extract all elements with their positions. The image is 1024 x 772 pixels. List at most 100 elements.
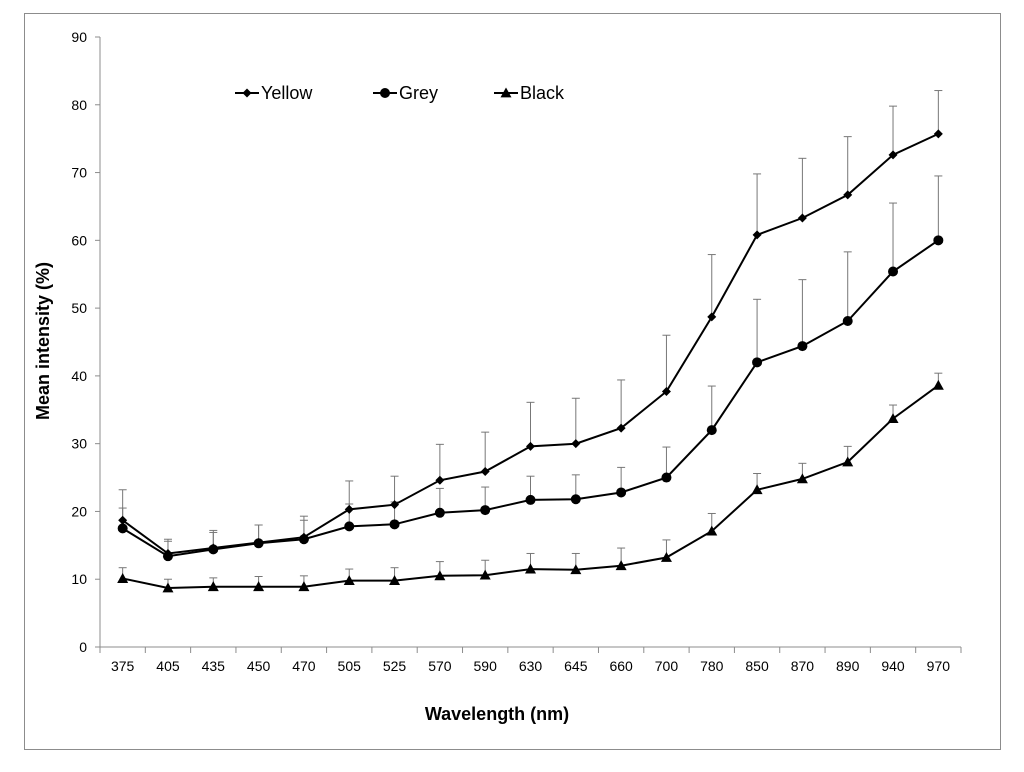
x-tick-label: 940 [881,658,905,674]
x-tick-label: 525 [383,658,407,674]
y-axis-ticks: 0 10 20 30 40 50 60 70 80 90 [71,29,100,655]
x-tick-label: 570 [428,658,452,674]
legend-marker-icon [380,88,390,98]
error-bar [481,431,490,472]
data-point-yellow [571,439,581,449]
y-tick-label: 60 [71,232,87,248]
data-point-yellow [933,129,943,139]
data-point-grey [117,523,128,534]
data-point-grey [752,357,763,368]
data-point-black [298,581,310,592]
error-bars [118,90,943,589]
x-tick-label: 645 [564,658,588,674]
data-point-yellow [526,441,535,451]
error-bar [571,397,580,444]
error-bar [526,401,535,447]
error-bar [617,379,626,429]
data-point-grey [570,494,581,505]
data-point-grey [389,519,400,530]
error-bar [889,202,898,272]
data-point-yellow [843,190,853,200]
data-point-black [706,525,718,536]
data-point-grey [933,235,944,246]
data-point-black [117,573,129,583]
data-point-grey [888,266,899,277]
x-tick-label: 700 [655,658,679,674]
data-point-grey [434,507,445,518]
error-bar [662,334,671,392]
y-tick-label: 50 [71,300,87,316]
x-tick-label: 780 [700,658,724,674]
error-bar [435,443,444,481]
error-bar [889,105,898,155]
data-point-grey [208,544,219,555]
data-point-black [932,379,944,390]
y-tick-label: 0 [79,639,87,655]
x-tick-label: 505 [338,658,362,674]
data-point-yellow [752,230,762,240]
data-point-yellow [707,312,717,322]
series-line-grey [122,239,939,558]
legend-item-yellow: Yellow [235,83,313,103]
data-point-yellow [480,466,490,476]
y-tick-label: 70 [71,165,87,181]
data-point-black [570,564,582,575]
x-tick-label: 435 [202,658,226,674]
data-point-yellow [118,515,128,525]
y-axis-title: Mean intensity (%) [33,262,53,420]
x-tick-label: 660 [609,658,633,674]
data-point-grey [162,551,173,562]
y-tick-label: 20 [71,503,87,519]
data-point-grey [298,534,309,545]
data-point-grey [253,538,264,549]
x-tick-label: 630 [519,658,543,674]
x-tick-label: 850 [745,658,769,674]
y-tick-label: 40 [71,368,87,384]
data-point-grey [525,494,536,505]
error-bar [843,136,852,195]
data-point-black [796,473,808,484]
data-point-grey [616,487,627,498]
axes [99,37,961,648]
x-tick-label: 870 [791,658,815,674]
data-point-grey [706,425,717,436]
error-bar [707,385,716,431]
data-point-yellow [390,500,400,510]
data-point-black [162,582,174,593]
series-lines [122,132,939,590]
error-bar [707,254,716,317]
error-bar [798,157,807,218]
x-axis-ticks: 375 405 435 450 470 505 525 570 590 630 645 660 700 7… [99,647,962,674]
y-tick-label: 10 [71,571,87,587]
x-tick-label: 375 [111,658,135,674]
x-tick-label: 970 [927,658,951,674]
data-point-yellow [616,423,626,433]
legend: Yellow Grey Black [235,83,565,103]
data-point-yellow [797,213,807,223]
legend-label: Yellow [261,83,313,103]
data-point-black [479,569,491,580]
data-point-black [389,575,401,585]
x-tick-label: 470 [292,658,316,674]
error-bar [390,475,399,505]
y-tick-label: 90 [71,29,87,45]
error-bar [662,446,671,478]
y-tick-label: 80 [71,97,87,113]
data-point-black [525,563,536,574]
legend-label: Black [520,83,565,103]
data-point-grey [797,341,808,352]
y-tick-label: 30 [71,436,87,452]
error-bar [934,175,943,241]
data-point-grey [480,505,491,516]
data-point-black [207,581,219,592]
data-point-black [660,552,672,562]
x-tick-label: 890 [836,658,860,674]
legend-item-black: Black [494,83,565,103]
data-point-grey [344,521,355,532]
error-bar [843,251,852,321]
data-point-yellow [661,386,671,396]
data-point-grey [842,315,853,326]
line-chart: 0 10 20 30 40 50 60 70 80 90 375 405 435 450 470 505 52… [33,29,962,724]
legend-marker-icon [242,88,252,98]
x-tick-label: 590 [474,658,498,674]
